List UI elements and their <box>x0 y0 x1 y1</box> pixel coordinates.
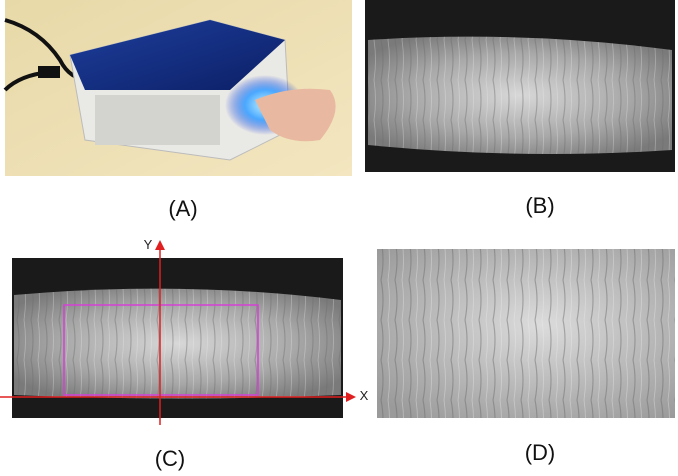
panel-label: (A) <box>168 196 197 221</box>
panel-a-image <box>5 0 352 176</box>
axis-label-x: X <box>360 388 369 403</box>
figure: (A) (B) Y X (C) (D) <box>0 0 678 476</box>
panel-b-image <box>365 0 675 172</box>
axis-label-y: Y <box>144 237 153 252</box>
panel-label: (C) <box>155 446 186 471</box>
panel-d-image <box>377 249 675 418</box>
panel-label: (B) <box>525 193 554 218</box>
panel-label: (D) <box>525 440 556 465</box>
panel-c-image <box>0 240 356 425</box>
